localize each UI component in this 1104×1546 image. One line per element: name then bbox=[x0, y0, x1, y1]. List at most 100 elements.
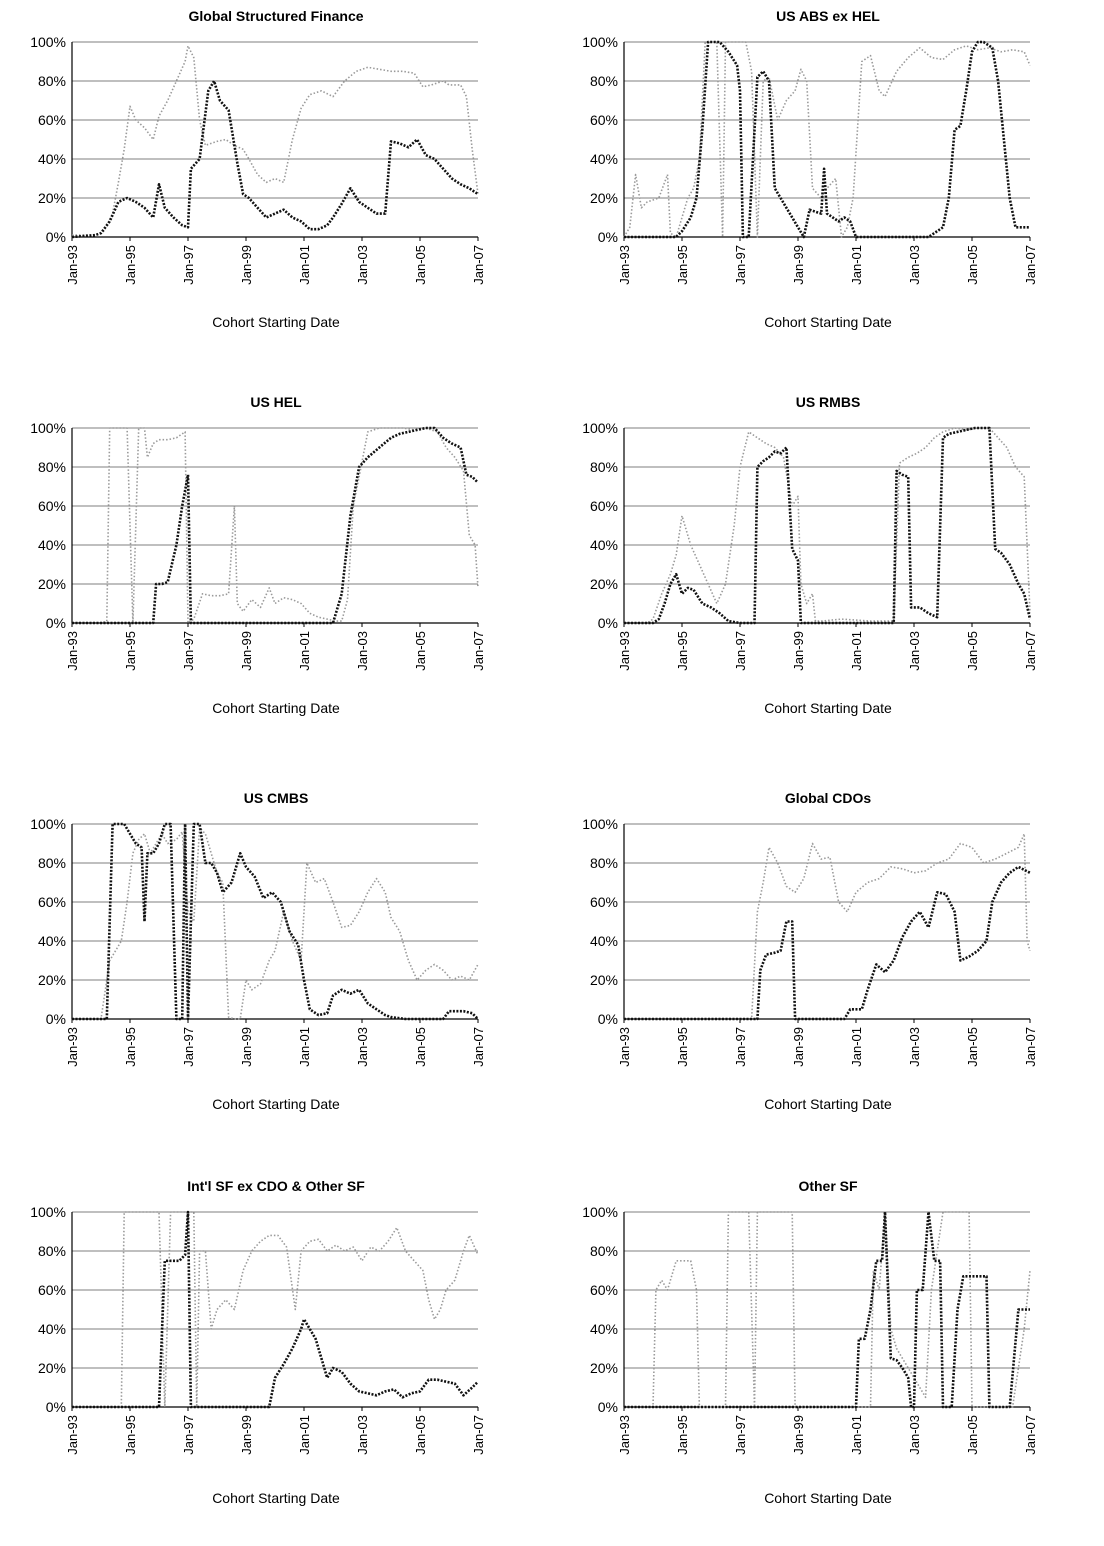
x-tick-label: Jan-95 bbox=[675, 245, 690, 285]
x-tick-label: Jan-97 bbox=[733, 245, 748, 285]
chart-panel: US CMBS 0% 20% 40% 60% 80% 100% Jan-93 Jan-95 Jan… bbox=[0, 782, 552, 1158]
series-line-light bbox=[72, 45, 479, 236]
y-tick-label: 60% bbox=[38, 1282, 66, 1298]
series-line-dark bbox=[624, 426, 1032, 625]
x-tick-label: Jan-03 bbox=[907, 1027, 922, 1067]
chart-title: US RMBS bbox=[795, 394, 861, 410]
series-line-dark bbox=[72, 822, 479, 1021]
chart-title: US ABS ex HEL bbox=[776, 8, 880, 24]
x-tick-label: Jan-01 bbox=[297, 1027, 312, 1067]
y-tick-label: 40% bbox=[38, 933, 66, 949]
y-tick-label: 60% bbox=[590, 894, 618, 910]
y-tick-label: 80% bbox=[38, 1243, 66, 1259]
y-tick-label: 0% bbox=[598, 615, 618, 631]
y-tick-label: 100% bbox=[30, 816, 66, 832]
x-tick-label: Jan-99 bbox=[791, 631, 806, 671]
x-tick-label: Jan-01 bbox=[849, 631, 864, 671]
y-tick-label: 0% bbox=[46, 229, 66, 245]
y-tick-label: 40% bbox=[590, 537, 618, 553]
x-tick-label: Jan-99 bbox=[239, 245, 254, 285]
x-tick-label: Jan-03 bbox=[907, 1415, 922, 1455]
x-tick-label: Jan-03 bbox=[355, 1415, 370, 1455]
y-tick-label: 0% bbox=[46, 1399, 66, 1415]
x-tick-label: Jan-99 bbox=[239, 1027, 254, 1067]
line-chart: 0% 20% 40% 60% 80% 100% Jan-93 Jan-95 Jan-97 Jan-… bbox=[30, 420, 486, 671]
y-tick-label: 80% bbox=[590, 855, 618, 871]
y-tick-label: 0% bbox=[46, 615, 66, 631]
x-axis-label: Cohort Starting Date bbox=[764, 1490, 892, 1506]
y-tick-label: 20% bbox=[590, 1360, 618, 1376]
x-tick-label: Jan-05 bbox=[413, 1415, 428, 1455]
y-tick-label: 100% bbox=[582, 420, 618, 436]
y-tick-label: 60% bbox=[38, 894, 66, 910]
y-tick-label: 20% bbox=[38, 190, 66, 206]
x-axis-label: Cohort Starting Date bbox=[764, 1096, 892, 1112]
x-axis-label: Cohort Starting Date bbox=[212, 314, 340, 330]
chart-panel: US RMBS 0% 20% 40% 60% 80% 100% Jan-93 Jan-95 Jan… bbox=[552, 386, 1104, 762]
x-tick-label: Jan-93 bbox=[65, 1027, 80, 1067]
x-tick-label: Jan-99 bbox=[239, 631, 254, 671]
series-line-light bbox=[624, 1211, 1031, 1408]
x-tick-label: Jan-07 bbox=[1023, 1415, 1038, 1455]
chart-title: Global CDOs bbox=[784, 790, 872, 806]
chart-title: US HEL bbox=[250, 394, 302, 410]
x-tick-label: Jan-97 bbox=[181, 245, 196, 285]
series-line-light bbox=[72, 827, 479, 1020]
chart-panel: US HEL 0% 20% 40% 60% 80% 100% Jan-93 Jan-95 Jan-… bbox=[0, 386, 552, 762]
series-line-dark bbox=[624, 1210, 1030, 1409]
x-tick-label: Jan-05 bbox=[413, 245, 428, 285]
x-tick-label: Jan-97 bbox=[181, 631, 196, 671]
series-line-dark bbox=[624, 40, 1030, 239]
x-tick-label: Jan-93 bbox=[617, 1027, 632, 1067]
line-chart: 0% 20% 40% 60% 80% 100% Jan-93 Jan-95 Jan-97 Jan-… bbox=[582, 420, 1038, 671]
y-tick-label: 80% bbox=[590, 1243, 618, 1259]
series-line-light bbox=[624, 832, 1031, 1020]
chart-title: Int'l SF ex CDO & Other SF bbox=[187, 1178, 365, 1194]
y-tick-label: 100% bbox=[30, 1204, 66, 1220]
y-tick-label: 60% bbox=[590, 112, 618, 128]
x-tick-label: Jan-93 bbox=[617, 1415, 632, 1455]
x-tick-label: Jan-95 bbox=[675, 1415, 690, 1455]
x-tick-label: Jan-97 bbox=[733, 1415, 748, 1455]
x-tick-label: Jan-01 bbox=[849, 1415, 864, 1455]
chart-panel: US ABS ex HEL 0% 20% 40% 60% 80% 100% Jan-93 Jan… bbox=[552, 0, 1104, 376]
chart-panel: Global Structured Finance 0% 20% 40% 60% 80% 1… bbox=[0, 0, 552, 376]
x-tick-label: Jan-07 bbox=[1023, 1027, 1038, 1067]
y-tick-label: 40% bbox=[590, 933, 618, 949]
y-tick-label: 100% bbox=[582, 816, 618, 832]
y-tick-label: 80% bbox=[38, 855, 66, 871]
y-tick-label: 60% bbox=[590, 498, 618, 514]
y-tick-label: 40% bbox=[38, 151, 66, 167]
x-tick-label: Jan-05 bbox=[965, 1027, 980, 1067]
x-tick-label: Jan-05 bbox=[413, 631, 428, 671]
y-tick-label: 0% bbox=[598, 229, 618, 245]
x-tick-label: Jan-99 bbox=[791, 245, 806, 285]
y-tick-label: 0% bbox=[598, 1399, 618, 1415]
x-tick-label: Jan-97 bbox=[181, 1415, 196, 1455]
y-tick-label: 80% bbox=[590, 459, 618, 475]
x-tick-label: Jan-93 bbox=[617, 631, 632, 671]
x-tick-label: Jan-95 bbox=[123, 1415, 138, 1455]
x-tick-label: Jan-97 bbox=[733, 1027, 748, 1067]
series-line-light bbox=[624, 427, 1031, 624]
x-tick-label: Jan-03 bbox=[355, 1027, 370, 1067]
y-tick-label: 40% bbox=[38, 537, 66, 553]
x-tick-label: Jan-03 bbox=[355, 631, 370, 671]
y-tick-label: 100% bbox=[582, 34, 618, 50]
series-line-dark bbox=[71, 79, 479, 239]
x-tick-label: Jan-01 bbox=[297, 631, 312, 671]
x-tick-label: Jan-07 bbox=[1023, 245, 1038, 285]
y-tick-label: 60% bbox=[590, 1282, 618, 1298]
y-tick-label: 100% bbox=[30, 420, 66, 436]
line-chart: 0% 20% 40% 60% 80% 100% Jan-93 Jan-95 Jan-97 Jan-… bbox=[582, 1204, 1038, 1455]
x-tick-label: Jan-95 bbox=[123, 245, 138, 285]
x-tick-label: Jan-99 bbox=[791, 1415, 806, 1455]
x-tick-label: Jan-05 bbox=[413, 1027, 428, 1067]
series-line-dark bbox=[624, 865, 1031, 1021]
x-axis-label: Cohort Starting Date bbox=[212, 1490, 340, 1506]
line-chart: 0% 20% 40% 60% 80% 100% Jan-93 Jan-95 Jan-97 Jan-… bbox=[30, 1204, 486, 1455]
series-line-light bbox=[72, 427, 479, 624]
x-tick-label: Jan-93 bbox=[65, 1415, 80, 1455]
x-tick-label: Jan-95 bbox=[675, 1027, 690, 1067]
y-tick-label: 20% bbox=[38, 576, 66, 592]
